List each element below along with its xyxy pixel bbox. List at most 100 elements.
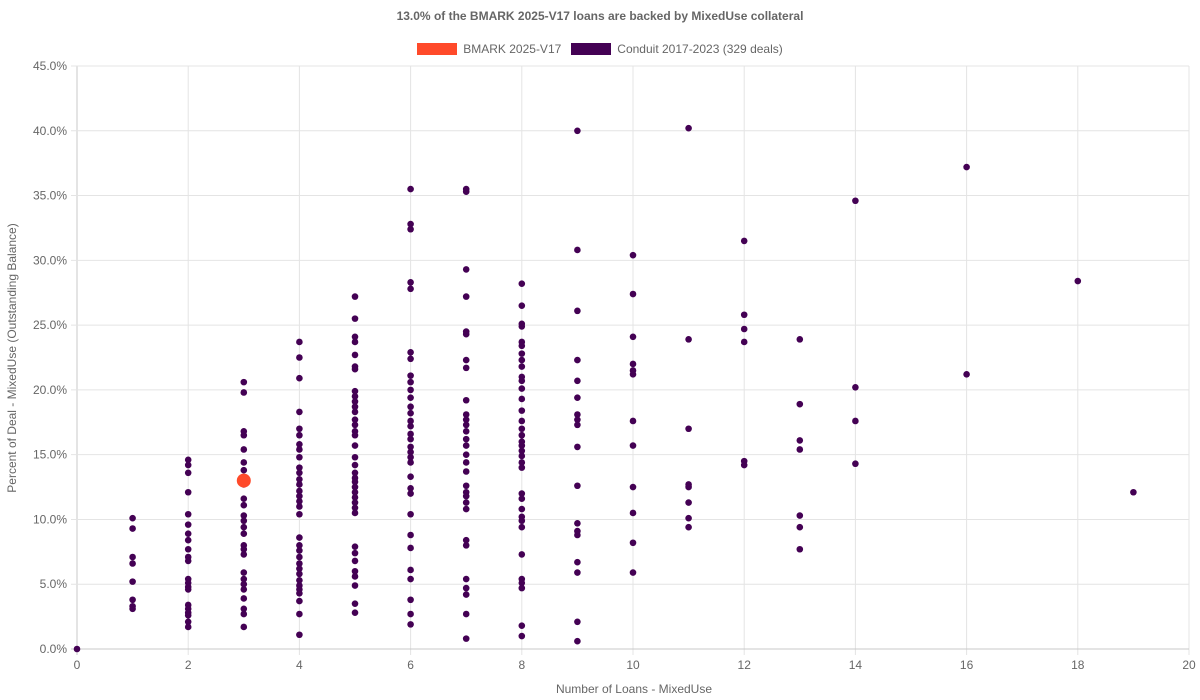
- conduit-point[interactable]: [796, 523, 804, 531]
- conduit-point[interactable]: [407, 531, 414, 539]
- conduit-point[interactable]: [518, 323, 526, 330]
- conduit-point[interactable]: [351, 600, 359, 607]
- conduit-point[interactable]: [518, 517, 526, 525]
- conduit-point[interactable]: [296, 469, 303, 477]
- conduit-point[interactable]: [629, 483, 637, 491]
- conduit-point[interactable]: [574, 307, 581, 315]
- conduit-point[interactable]: [240, 610, 248, 618]
- conduit-point[interactable]: [629, 290, 637, 298]
- conduit-point[interactable]: [574, 377, 581, 385]
- conduit-point[interactable]: [407, 355, 414, 363]
- conduit-point[interactable]: [240, 431, 248, 439]
- conduit-point[interactable]: [407, 621, 414, 628]
- conduit-point[interactable]: [963, 163, 970, 171]
- conduit-point[interactable]: [129, 596, 136, 604]
- conduit-point[interactable]: [351, 504, 359, 512]
- conduit-point[interactable]: [407, 394, 414, 401]
- conduit-point[interactable]: [129, 525, 136, 532]
- conduit-point[interactable]: [1130, 488, 1137, 496]
- conduit-point[interactable]: [462, 364, 470, 372]
- conduit-point[interactable]: [796, 437, 804, 444]
- conduit-point[interactable]: [351, 469, 359, 477]
- conduit-point[interactable]: [574, 394, 581, 401]
- conduit-point[interactable]: [296, 547, 303, 554]
- conduit-point[interactable]: [351, 582, 359, 589]
- conduit-point[interactable]: [796, 446, 804, 453]
- conduit-point[interactable]: [296, 510, 303, 518]
- conduit-point[interactable]: [574, 411, 581, 418]
- conduit-point[interactable]: [351, 494, 359, 501]
- conduit-point[interactable]: [462, 505, 470, 513]
- conduit-point[interactable]: [518, 632, 526, 640]
- conduit-point[interactable]: [629, 251, 637, 259]
- conduit-point[interactable]: [462, 542, 470, 549]
- conduit-point[interactable]: [240, 545, 248, 553]
- conduit-point[interactable]: [740, 237, 748, 245]
- conduit-point[interactable]: [184, 510, 192, 518]
- conduit-point[interactable]: [685, 523, 692, 531]
- conduit-point[interactable]: [296, 597, 303, 605]
- conduit-point[interactable]: [407, 490, 414, 497]
- conduit-point[interactable]: [184, 536, 192, 544]
- conduit-point[interactable]: [407, 279, 414, 286]
- conduit-point[interactable]: [184, 586, 192, 593]
- conduit-point[interactable]: [518, 377, 526, 385]
- conduit-point[interactable]: [462, 482, 470, 490]
- conduit-point[interactable]: [407, 448, 414, 456]
- conduit-point[interactable]: [240, 512, 248, 519]
- conduit-point[interactable]: [740, 311, 748, 319]
- conduit-point[interactable]: [351, 573, 359, 580]
- conduit-point[interactable]: [518, 490, 526, 497]
- conduit-point[interactable]: [518, 447, 526, 455]
- conduit-point[interactable]: [296, 565, 303, 572]
- conduit-point[interactable]: [462, 499, 470, 506]
- conduit-point[interactable]: [296, 570, 303, 578]
- conduit-point[interactable]: [240, 551, 248, 558]
- conduit-point[interactable]: [240, 523, 248, 531]
- conduit-point[interactable]: [462, 442, 470, 449]
- conduit-point[interactable]: [518, 363, 526, 370]
- conduit-point[interactable]: [129, 560, 136, 567]
- conduit-point[interactable]: [351, 453, 359, 461]
- conduit-point[interactable]: [240, 530, 248, 537]
- conduit-point[interactable]: [1074, 277, 1082, 285]
- conduit-point[interactable]: [462, 188, 470, 195]
- conduit-point[interactable]: [240, 446, 248, 453]
- conduit-point[interactable]: [462, 575, 470, 583]
- conduit-point[interactable]: [629, 333, 637, 341]
- conduit-point[interactable]: [240, 595, 248, 602]
- conduit-point[interactable]: [518, 425, 526, 433]
- conduit-point[interactable]: [796, 545, 804, 553]
- conduit-point[interactable]: [407, 430, 414, 438]
- conduit-point[interactable]: [240, 466, 248, 474]
- conduit-point[interactable]: [184, 545, 192, 553]
- conduit-point[interactable]: [184, 469, 192, 477]
- conduit-point[interactable]: [129, 514, 136, 522]
- conduit-point[interactable]: [796, 400, 804, 408]
- conduit-point[interactable]: [351, 442, 359, 449]
- conduit-point[interactable]: [240, 495, 248, 503]
- conduit-point[interactable]: [240, 605, 248, 613]
- conduit-point[interactable]: [518, 622, 526, 629]
- conduit-point[interactable]: [518, 452, 526, 460]
- conduit-point[interactable]: [351, 557, 359, 565]
- conduit-point[interactable]: [351, 478, 359, 486]
- conduit-point[interactable]: [518, 350, 526, 357]
- conduit-point[interactable]: [73, 645, 81, 653]
- conduit-point[interactable]: [184, 521, 192, 528]
- conduit-point[interactable]: [685, 124, 692, 132]
- conduit-point[interactable]: [407, 510, 414, 518]
- conduit-point[interactable]: [574, 569, 581, 576]
- conduit-point[interactable]: [296, 542, 303, 549]
- conduit-point[interactable]: [240, 569, 248, 576]
- conduit-point[interactable]: [240, 378, 248, 386]
- conduit-point[interactable]: [296, 498, 303, 505]
- conduit-point[interactable]: [462, 492, 470, 500]
- conduit-point[interactable]: [240, 586, 248, 593]
- conduit-point[interactable]: [740, 461, 748, 469]
- conduit-point[interactable]: [629, 569, 637, 576]
- conduit-point[interactable]: [351, 351, 359, 359]
- conduit-point[interactable]: [351, 315, 359, 322]
- conduit-point[interactable]: [296, 338, 303, 346]
- conduit-point[interactable]: [518, 523, 526, 531]
